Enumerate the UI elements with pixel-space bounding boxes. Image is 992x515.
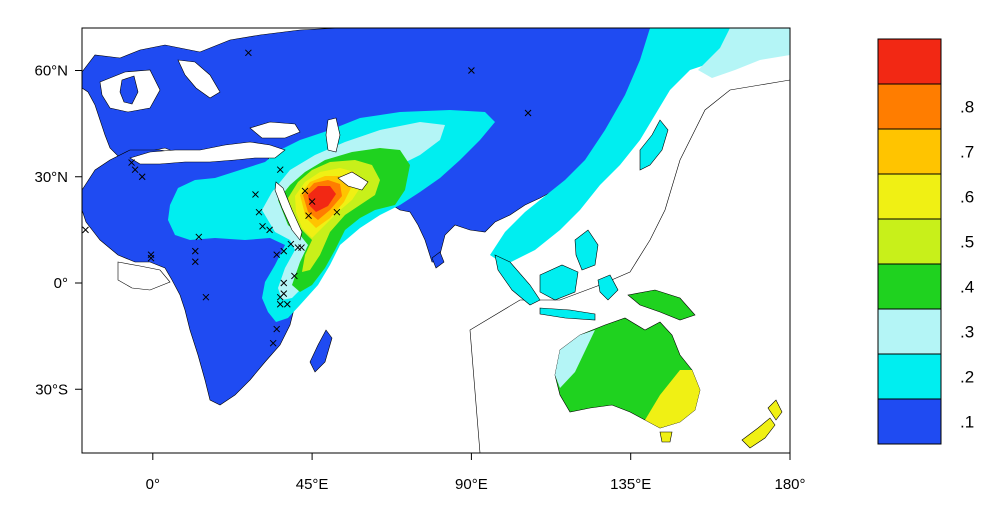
caspian-sea-water xyxy=(325,117,341,153)
new-guinea-landmass xyxy=(627,289,696,321)
colorbar-label: .5 xyxy=(960,233,974,252)
colorbar-swatch xyxy=(877,128,942,175)
site-marker xyxy=(287,240,295,248)
x-tick-label: 45°E xyxy=(296,476,329,493)
y-tick-label: 30°N xyxy=(34,169,68,186)
site-marker xyxy=(273,251,281,259)
site-marker xyxy=(276,300,284,308)
sri-lanka-landmass xyxy=(431,251,445,269)
colorbar-swatch xyxy=(877,263,942,310)
observation-sites xyxy=(82,49,532,347)
madagascar-landmass xyxy=(309,329,333,373)
tasmania-landmass xyxy=(659,431,673,443)
site-marker xyxy=(147,254,155,262)
x-tick-label: 135°E xyxy=(610,476,651,493)
australia-contour-west xyxy=(555,330,595,388)
colorbar-swatch xyxy=(877,173,942,220)
black-sea-water xyxy=(249,121,301,139)
britain-landmass xyxy=(119,75,139,105)
borneo-landmass xyxy=(539,264,579,301)
colorbar-label: .4 xyxy=(960,278,974,297)
red-sea-water xyxy=(274,181,303,241)
site-marker xyxy=(128,159,135,166)
y-axis: 60°N 30°N 0° 30°S xyxy=(34,63,82,398)
site-marker xyxy=(259,222,266,230)
site-marker xyxy=(280,247,288,255)
y-tick-label: 30°S xyxy=(35,381,68,398)
japan-landmass xyxy=(639,119,669,171)
colorbar-label: .8 xyxy=(960,98,974,117)
site-marker xyxy=(280,290,288,297)
site-marker xyxy=(273,325,281,333)
site-marker xyxy=(245,49,252,57)
java-landmass xyxy=(539,307,596,321)
sulawesi-landmass xyxy=(597,274,619,301)
site-marker xyxy=(252,191,259,198)
east-asia-contour-0.1-0.2 xyxy=(490,28,730,265)
contour-band-0.8-plus xyxy=(308,186,336,212)
colorbar-legend: .1 .2 .3 .4 .5 .6 .7 .8 xyxy=(877,38,974,445)
sumatra-landmass xyxy=(494,254,541,306)
site-marker xyxy=(283,300,291,308)
y-tick-label: 0° xyxy=(54,275,68,292)
site-marker xyxy=(468,67,475,74)
site-marker xyxy=(333,208,341,216)
plot-frame xyxy=(81,27,791,454)
y-tick-label: 60°N xyxy=(34,63,68,80)
colorbar-swatch xyxy=(877,398,942,445)
site-marker xyxy=(138,173,146,181)
colorbar-swatch xyxy=(877,218,942,265)
site-marker xyxy=(131,166,139,174)
x-tick-label: 180° xyxy=(774,476,805,493)
site-marker xyxy=(191,247,199,255)
site-marker xyxy=(298,244,305,251)
baltic-sea-water xyxy=(177,59,221,99)
gulf-of-guinea-water xyxy=(117,261,171,291)
x-tick-label: 90°E xyxy=(455,476,488,493)
colorbar-swatch xyxy=(877,83,942,130)
new-zealand-landmass xyxy=(741,417,776,449)
site-marker xyxy=(301,187,309,195)
colorbar-swatch xyxy=(877,38,942,85)
site-marker xyxy=(255,208,263,216)
site-marker xyxy=(308,198,316,205)
site-marker xyxy=(291,272,298,280)
site-marker xyxy=(524,109,532,117)
site-marker xyxy=(269,339,277,347)
x-axis: 0° 45°E 90°E 135°E 180° xyxy=(146,453,806,493)
site-marker xyxy=(202,293,210,301)
pacific-water xyxy=(469,79,790,453)
colorbar-label: .1 xyxy=(960,413,974,432)
site-marker xyxy=(305,212,312,220)
site-marker xyxy=(276,166,284,174)
map-plot-area xyxy=(82,28,790,453)
australia-contour-southeast xyxy=(645,370,700,428)
colorbar-label: .6 xyxy=(960,188,974,207)
site-marker xyxy=(280,279,288,287)
x-tick-label: 0° xyxy=(146,476,160,493)
new-zealand-north-landmass xyxy=(767,399,783,421)
colorbar-swatch xyxy=(877,308,942,355)
site-marker xyxy=(195,233,203,241)
site-marker xyxy=(82,226,89,234)
colorbar-label: .3 xyxy=(960,323,974,342)
philippines-landmass xyxy=(574,229,599,271)
east-asia-contour-0.2-0.3 xyxy=(698,28,790,78)
colorbar-swatch xyxy=(877,353,942,400)
persian-gulf-water xyxy=(337,171,369,191)
site-marker xyxy=(191,258,199,266)
colorbar-label: .7 xyxy=(960,143,974,162)
mediterranean-water xyxy=(129,141,286,165)
colorbar-label: .2 xyxy=(960,368,974,387)
site-marker xyxy=(266,226,273,234)
